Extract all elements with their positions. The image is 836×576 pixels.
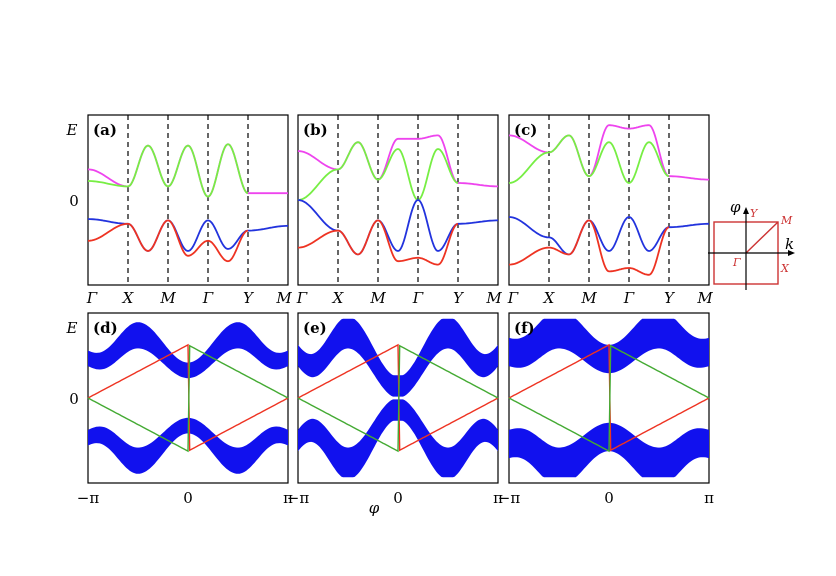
panel-label: (d) <box>93 319 118 337</box>
panel-e: (e) −π 0 π φ <box>287 312 503 517</box>
panel-frame <box>87 114 289 286</box>
x-tick-label: −π <box>77 489 100 507</box>
panel-label: (f) <box>514 319 535 337</box>
x-tick-label: Γ <box>507 289 519 307</box>
x-tick-label: M <box>485 289 502 307</box>
y-tick-label: 0 <box>69 390 79 408</box>
x-tick-label: −π <box>498 489 521 507</box>
band-series-line <box>508 134 670 184</box>
edge-state-line <box>297 343 499 452</box>
x-tick-label: π <box>704 489 714 507</box>
x-tick-label: M <box>159 289 176 307</box>
panel-c: (c) Γ X M Γ Y M <box>507 114 713 307</box>
panel-b: (b) Γ X M Γ Y M <box>296 114 502 307</box>
x-tick-label: 0 <box>393 489 403 507</box>
inset-phi-label: φ <box>730 198 741 216</box>
panel-frame <box>297 114 499 286</box>
inset-gamma-label: Γ <box>732 256 741 269</box>
edge-state-line <box>87 343 289 452</box>
brillouin-zone-inset: φ k Y M Γ X <box>708 198 795 290</box>
x-tick-label: π <box>493 489 503 507</box>
inset-m-label: M <box>780 214 793 227</box>
x-tick-label: π <box>283 489 293 507</box>
panel-a: (a) Γ X M Γ Y M E 0 <box>66 114 292 307</box>
panel-f: (f) −π 0 π <box>498 312 714 507</box>
edge-state-line <box>508 343 710 452</box>
band-series-line <box>88 143 249 198</box>
panel-label: (a) <box>93 121 117 139</box>
x-tick-label: M <box>275 289 292 307</box>
x-tick-label: Γ <box>202 289 214 307</box>
panel-frame <box>508 114 710 286</box>
x-tick-label: M <box>580 289 597 307</box>
panels-layer: (a)Γ X M Γ Y ME0(b)Γ X M Γ Y M(c)Γ X M Γ Y M(d)−π 0 πE0(e… <box>66 114 714 517</box>
x-tick-label: Y <box>243 289 255 307</box>
inset-k-label: k <box>785 235 794 253</box>
band-series-line <box>297 141 459 201</box>
panel-label: (c) <box>514 121 537 139</box>
x-tick-label: Y <box>664 289 676 307</box>
x-tick-label: Γ <box>296 289 308 307</box>
inset-phi-arrow-icon <box>743 207 749 214</box>
x-tick-label: −π <box>287 489 310 507</box>
x-tick-label: M <box>369 289 386 307</box>
y-tick-label: 0 <box>69 192 79 210</box>
y-axis-label: E <box>66 319 78 337</box>
panel-label: (e) <box>303 319 327 337</box>
x-tick-label: Y <box>453 289 465 307</box>
x-tick-label: Γ <box>623 289 635 307</box>
panel-d: (d) −π 0 π E 0 <box>66 312 293 507</box>
inset-y-label: Y <box>750 207 759 220</box>
bulk-band-lower <box>298 399 498 478</box>
x-tick-label: X <box>122 289 135 307</box>
band-series-line <box>87 219 249 263</box>
bulk-band-upper <box>298 318 498 397</box>
x-tick-label: 0 <box>604 489 614 507</box>
inset-diagonal <box>745 221 779 254</box>
x-tick-label: X <box>332 289 345 307</box>
inset-k-arrow-icon <box>788 250 795 256</box>
edge-state-line <box>87 344 289 453</box>
y-axis-label: E <box>66 121 78 139</box>
band-series-line <box>508 216 709 256</box>
x-tick-label: Γ <box>412 289 424 307</box>
bulk-band-lower <box>88 417 288 474</box>
x-tick-label: 0 <box>183 489 193 507</box>
band-series-line <box>508 219 670 276</box>
x-tick-label: Γ <box>86 289 98 307</box>
panel-label: (b) <box>303 121 328 139</box>
x-tick-label: X <box>543 289 556 307</box>
x-axis-label: φ <box>369 499 380 517</box>
inset-x-label: X <box>780 262 790 275</box>
bulk-band-upper <box>88 322 288 379</box>
band-series-line <box>297 219 459 266</box>
edge-state-line <box>297 344 499 453</box>
x-tick-label: M <box>696 289 713 307</box>
edge-state-line <box>508 344 710 453</box>
